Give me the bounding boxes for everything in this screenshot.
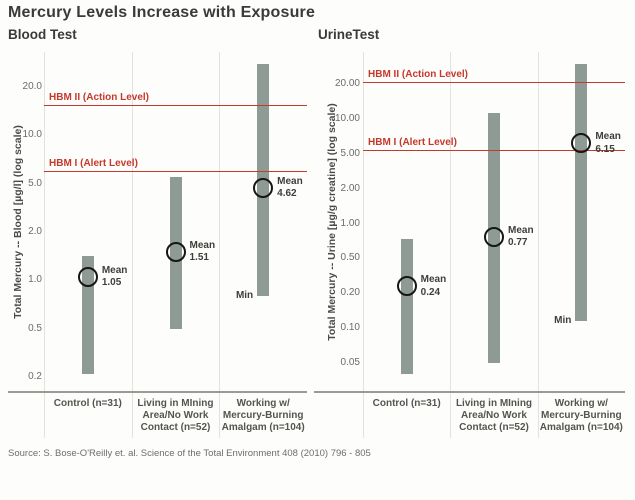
category-label-line: Control (n=31) xyxy=(372,398,441,409)
panel-title-urine: UrineTest xyxy=(318,27,380,42)
category-label-line: Mercury-Burning xyxy=(541,410,622,421)
chart-title: Mercury Levels Increase with Exposure xyxy=(8,4,316,21)
mean-marker xyxy=(165,241,186,262)
y-tick-label: 5.00 xyxy=(340,147,360,159)
y-tick-label: 10.0 xyxy=(22,129,42,141)
y-tick-label: 0.50 xyxy=(340,252,360,264)
mean-marker xyxy=(253,177,274,198)
y-tick-label: 0.10 xyxy=(340,322,360,334)
mean-value: 6.15 xyxy=(595,143,615,155)
mean-value: 4.62 xyxy=(277,188,297,200)
mean-word: Mean xyxy=(595,131,621,143)
range-bar xyxy=(400,238,413,375)
mean-word: Mean xyxy=(277,175,303,187)
mean-label: Mean 1.05 xyxy=(102,265,172,290)
y-axis-label: Total Mercury -- Urine [µg/g creatine] (… xyxy=(326,103,338,341)
min-label: Min xyxy=(554,315,572,327)
column-divider xyxy=(537,52,539,438)
category-label-line: Area/No Work xyxy=(461,410,527,421)
x-axis-line xyxy=(8,391,307,393)
y-tick-label: 1.00 xyxy=(340,217,360,229)
mean-value: 0.24 xyxy=(420,286,441,298)
column-divider xyxy=(44,52,45,438)
category-label-line: Mercury-Burning xyxy=(222,410,304,421)
mean-marker xyxy=(484,226,504,247)
category-label-line: Area/No Work xyxy=(142,410,209,421)
mean-word: Mean xyxy=(101,264,128,276)
hbm-reference-label: HBM I (Alert Level) xyxy=(49,157,138,169)
category-label: Living in MIning Area/No Work Contact (n=5… xyxy=(132,398,220,434)
mean-label: Mean 6.15 xyxy=(595,131,635,156)
category-label-line: Control (n=31) xyxy=(53,398,122,409)
y-tick-label: 20.00 xyxy=(334,78,360,89)
category-label-line: Contact (n=52) xyxy=(140,422,211,433)
category-label-line: Living in MIning xyxy=(455,398,533,409)
y-tick-label: 1.0 xyxy=(28,274,42,286)
mean-label: Mean 0.77 xyxy=(508,225,578,250)
category-label: Living in MIning Area/No Work Contact (n=5… xyxy=(450,398,537,434)
category-label: Control (n=31) xyxy=(44,398,132,410)
mean-value: 1.51 xyxy=(189,252,209,264)
mean-word: Mean xyxy=(508,224,534,236)
mean-label: Mean 4.62 xyxy=(277,176,347,201)
y-tick-label: 20.0 xyxy=(22,81,42,92)
mean-word: Mean xyxy=(189,239,216,251)
category-label-line: Living in MIning xyxy=(137,398,214,409)
mean-label: Mean 1.51 xyxy=(190,240,260,265)
category-label: Working w/Mercury-Burning Amalgam (n=104) xyxy=(219,398,307,434)
mean-marker xyxy=(77,266,98,287)
min-label: Min xyxy=(235,289,254,301)
mean-word: Mean xyxy=(420,274,447,286)
y-tick-label: 0.20 xyxy=(340,287,360,299)
column-divider xyxy=(363,52,364,438)
hbm-reference-line xyxy=(363,81,625,84)
y-tick-label: 0.2 xyxy=(28,370,42,382)
source-citation: Source: S. Bose-O'Reilly et. al. Science… xyxy=(8,448,371,459)
mean-value: 0.77 xyxy=(508,237,528,249)
hbm-reference-line xyxy=(363,149,625,152)
column-divider xyxy=(219,52,221,438)
y-tick-label: 2.0 xyxy=(28,225,42,237)
range-bar xyxy=(575,63,588,322)
category-label: Control (n=31) xyxy=(363,398,450,410)
mean-label: Mean 0.24 xyxy=(421,274,491,299)
y-tick-label: 5.0 xyxy=(28,177,42,189)
category-label: Working w/Mercury-Burning Amalgam (n=104) xyxy=(538,398,625,434)
x-axis-line xyxy=(314,391,625,393)
y-tick-label: 0.5 xyxy=(28,322,42,334)
hbm-reference-line xyxy=(44,170,307,173)
mean-marker xyxy=(396,276,417,297)
category-label-line: Amalgam (n=104) xyxy=(539,422,623,433)
hbm-reference-label: HBM II (Action Level) xyxy=(368,68,469,80)
mean-marker xyxy=(571,133,592,154)
hbm-reference-line xyxy=(44,104,307,107)
mean-value: 1.05 xyxy=(101,277,122,289)
column-divider xyxy=(450,52,452,438)
y-tick-label: 10.00 xyxy=(334,112,360,124)
hbm-reference-label: HBM II (Action Level) xyxy=(49,91,150,103)
category-label-line: Working w/ xyxy=(236,398,290,409)
y-tick-label: 2.00 xyxy=(340,182,360,194)
category-label-line: Amalgam (n=104) xyxy=(221,422,305,433)
panel-title-blood: Blood Test xyxy=(8,27,77,42)
category-label-line: Contact (n=52) xyxy=(459,422,529,433)
y-axis-label: Total Mercury -- Blood [µg/l] (log scale… xyxy=(12,125,24,319)
category-label-line: Working w/ xyxy=(554,398,608,409)
y-tick-label: 0.05 xyxy=(340,357,360,368)
hbm-reference-label: HBM I (Alert Level) xyxy=(368,136,457,148)
column-divider xyxy=(131,52,133,438)
